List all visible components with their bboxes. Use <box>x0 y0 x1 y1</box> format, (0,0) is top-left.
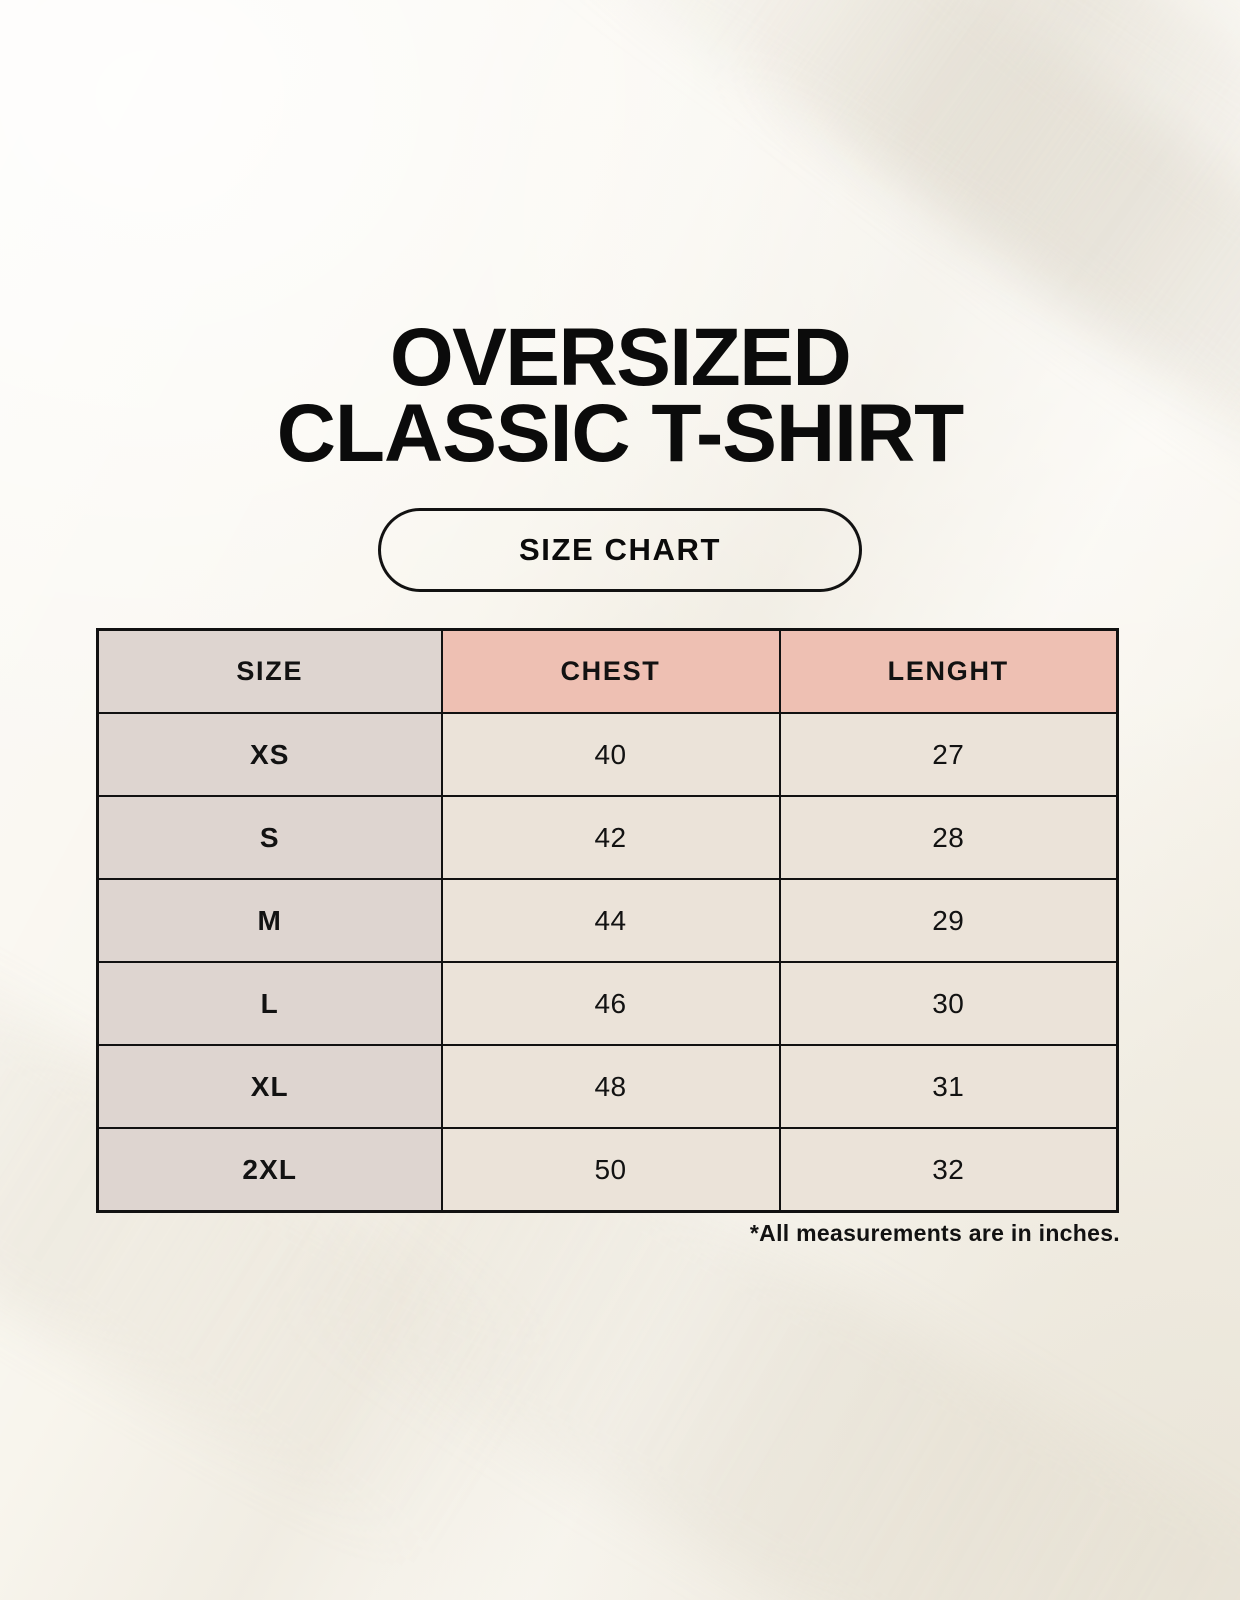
cell-length: 29 <box>778 878 1119 963</box>
table-row: M 44 29 <box>96 878 1119 963</box>
cell-chest: 44 <box>440 878 781 963</box>
column-header-chest: CHEST <box>440 628 781 714</box>
column-header-size: SIZE <box>96 628 443 714</box>
cell-length: 28 <box>778 795 1119 880</box>
cell-chest: 46 <box>440 961 781 1046</box>
size-table-head: SIZE CHEST LENGHT <box>96 628 1119 714</box>
cell-size: XL <box>96 1044 443 1129</box>
page-title-line-1: OVERSIZED <box>389 312 852 403</box>
cell-size: L <box>96 961 443 1046</box>
table-row: XL 48 31 <box>96 1044 1119 1129</box>
cell-length: 27 <box>778 712 1119 797</box>
size-table-body: XS 40 27 S 42 28 M 44 29 L <box>96 712 1119 1213</box>
page-title: OVERSIZED CLASSIC T-SHIRT <box>0 312 1240 479</box>
size-table-container: SIZE CHEST LENGHT XS 40 27 S 42 28 <box>96 628 1119 1213</box>
table-row: XS 40 27 <box>96 712 1119 797</box>
measurements-footnote: *All measurements are in inches. <box>749 1220 1120 1246</box>
page-title-line-2: CLASSIC T-SHIRT <box>276 388 965 479</box>
cell-chest: 42 <box>440 795 781 880</box>
size-chart-badge-label: SIZE CHART <box>519 532 721 567</box>
cell-chest: 40 <box>440 712 781 797</box>
cell-size: XS <box>96 712 443 797</box>
cell-chest: 50 <box>440 1127 781 1213</box>
cell-size: M <box>96 878 443 963</box>
table-row: S 42 28 <box>96 795 1119 880</box>
cell-size: S <box>96 795 443 880</box>
table-header-row: SIZE CHEST LENGHT <box>96 628 1119 714</box>
size-chart-badge-container: SIZE CHART <box>0 508 1240 592</box>
cell-length: 32 <box>778 1127 1119 1213</box>
cell-size: 2XL <box>96 1127 443 1213</box>
table-row: L 46 30 <box>96 961 1119 1046</box>
table-row: 2XL 50 32 <box>96 1127 1119 1213</box>
size-chart-badge: SIZE CHART <box>378 508 862 592</box>
background-light-streak <box>724 0 1240 595</box>
size-table: SIZE CHEST LENGHT XS 40 27 S 42 28 <box>96 628 1119 1213</box>
cell-chest: 48 <box>440 1044 781 1129</box>
column-header-length: LENGHT <box>778 628 1119 714</box>
cell-length: 31 <box>778 1044 1119 1129</box>
cell-length: 30 <box>778 961 1119 1046</box>
